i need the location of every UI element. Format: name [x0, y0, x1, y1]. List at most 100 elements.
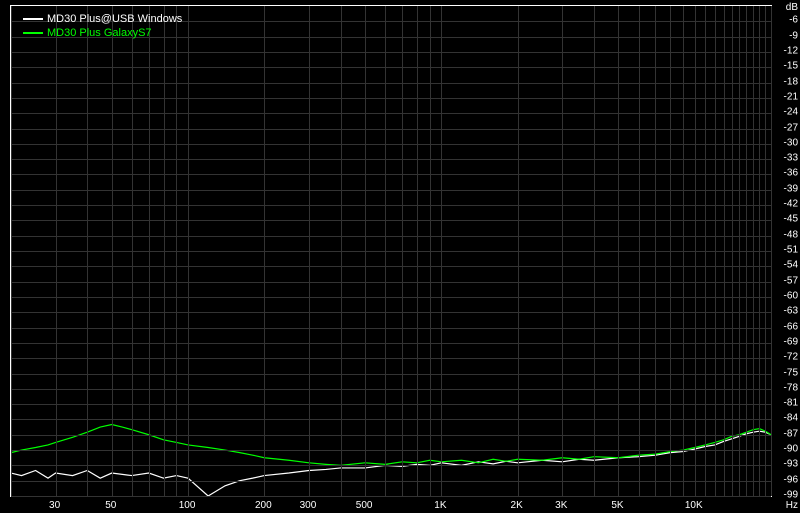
- gridline-v: [655, 6, 656, 496]
- y-tick-label: -63: [784, 306, 798, 317]
- gridline-h: [11, 297, 771, 298]
- gridline-h: [11, 465, 771, 466]
- y-tick-label: -12: [784, 45, 798, 56]
- y-tick-label: -36: [784, 168, 798, 179]
- gridline-v: [705, 6, 706, 496]
- gridline-h: [11, 282, 771, 283]
- y-tick-label: -72: [784, 352, 798, 363]
- x-tick-label: 30: [49, 500, 60, 511]
- gridline-h: [11, 174, 771, 175]
- gridline-v: [724, 6, 725, 496]
- gridline-v: [309, 6, 310, 496]
- gridline-v: [746, 6, 747, 496]
- x-tick-label: 3K: [555, 500, 567, 511]
- x-tick-label: 1K: [434, 500, 446, 511]
- y-tick-label: -45: [784, 214, 798, 225]
- legend-swatch-1: [23, 32, 43, 34]
- gridline-v: [771, 6, 772, 496]
- gridline-v: [385, 6, 386, 496]
- x-tick-label: 100: [179, 500, 196, 511]
- y-tick-label: -69: [784, 336, 798, 347]
- gridline-v: [188, 6, 189, 496]
- y-tick-label: -57: [784, 275, 798, 286]
- y-axis-unit: dB: [786, 2, 798, 13]
- y-tick-label: -99: [784, 490, 798, 501]
- y-tick-label: -81: [784, 398, 798, 409]
- y-tick-label: -18: [784, 76, 798, 87]
- gridline-v: [11, 6, 12, 496]
- y-tick-label: -6: [789, 15, 798, 26]
- y-tick-label: -39: [784, 183, 798, 194]
- gridline-v: [341, 6, 342, 496]
- gridline-v: [417, 6, 418, 496]
- gridline-h: [11, 266, 771, 267]
- y-tick-label: -78: [784, 382, 798, 393]
- legend-item-0: MD30 Plus@USB Windows: [23, 12, 182, 26]
- gridline-v: [430, 6, 431, 496]
- gridline-v: [594, 6, 595, 496]
- y-tick-label: -84: [784, 413, 798, 424]
- gridline-v: [715, 6, 716, 496]
- gridline-v: [732, 6, 733, 496]
- gridline-h: [11, 190, 771, 191]
- gridline-h: [11, 450, 771, 451]
- y-tick-label: -30: [784, 137, 798, 148]
- legend-swatch-0: [23, 18, 43, 20]
- y-tick-label: -27: [784, 122, 798, 133]
- gridline-h: [11, 358, 771, 359]
- y-tick-label: -60: [784, 290, 798, 301]
- gridline-h: [11, 312, 771, 313]
- x-tick-label: 50: [105, 500, 116, 511]
- y-tick-label: -24: [784, 107, 798, 118]
- gridline-v: [441, 6, 442, 496]
- gridline-v: [132, 6, 133, 496]
- gridline-h: [11, 83, 771, 84]
- legend-label-1: MD30 Plus GalaxyS7: [47, 26, 152, 40]
- x-tick-label: 2K: [511, 500, 523, 511]
- gridline-h: [11, 205, 771, 206]
- gridline-v: [56, 6, 57, 496]
- gridline-h: [11, 52, 771, 53]
- y-tick-label: -93: [784, 459, 798, 470]
- y-tick-label: -54: [784, 260, 798, 271]
- gridline-h: [11, 144, 771, 145]
- gridline-v: [176, 6, 177, 496]
- gridline-h: [11, 236, 771, 237]
- gridline-h: [11, 496, 771, 497]
- y-tick-label: -33: [784, 153, 798, 164]
- gridline-h: [11, 389, 771, 390]
- gridline-v: [518, 6, 519, 496]
- gridline-h: [11, 251, 771, 252]
- gridline-h: [11, 374, 771, 375]
- plot-area: MD30 Plus@USB Windows MD30 Plus GalaxyS7: [10, 5, 772, 497]
- legend-item-1: MD30 Plus GalaxyS7: [23, 26, 182, 40]
- gridline-h: [11, 481, 771, 482]
- y-tick-label: -21: [784, 91, 798, 102]
- gridline-v: [639, 6, 640, 496]
- gridline-h: [11, 67, 771, 68]
- legend: MD30 Plus@USB Windows MD30 Plus GalaxyS7: [23, 12, 182, 40]
- gridline-v: [264, 6, 265, 496]
- gridline-v: [739, 6, 740, 496]
- y-tick-label: -90: [784, 444, 798, 455]
- gridline-v: [618, 6, 619, 496]
- gridline-v: [753, 6, 754, 496]
- gridline-v: [670, 6, 671, 496]
- gridline-h: [11, 220, 771, 221]
- gridline-h: [11, 404, 771, 405]
- x-tick-label: 500: [356, 500, 373, 511]
- gridline-h: [11, 435, 771, 436]
- gridline-h: [11, 98, 771, 99]
- legend-label-0: MD30 Plus@USB Windows: [47, 12, 182, 26]
- y-tick-label: -15: [784, 61, 798, 72]
- gridline-v: [164, 6, 165, 496]
- x-tick-label: 10K: [685, 500, 703, 511]
- y-tick-label: -66: [784, 321, 798, 332]
- y-tick-label: -9: [789, 30, 798, 41]
- gridline-v: [765, 6, 766, 496]
- y-tick-label: -87: [784, 428, 798, 439]
- x-tick-label: 200: [255, 500, 272, 511]
- gridline-v: [402, 6, 403, 496]
- gridline-v: [562, 6, 563, 496]
- gridline-v: [112, 6, 113, 496]
